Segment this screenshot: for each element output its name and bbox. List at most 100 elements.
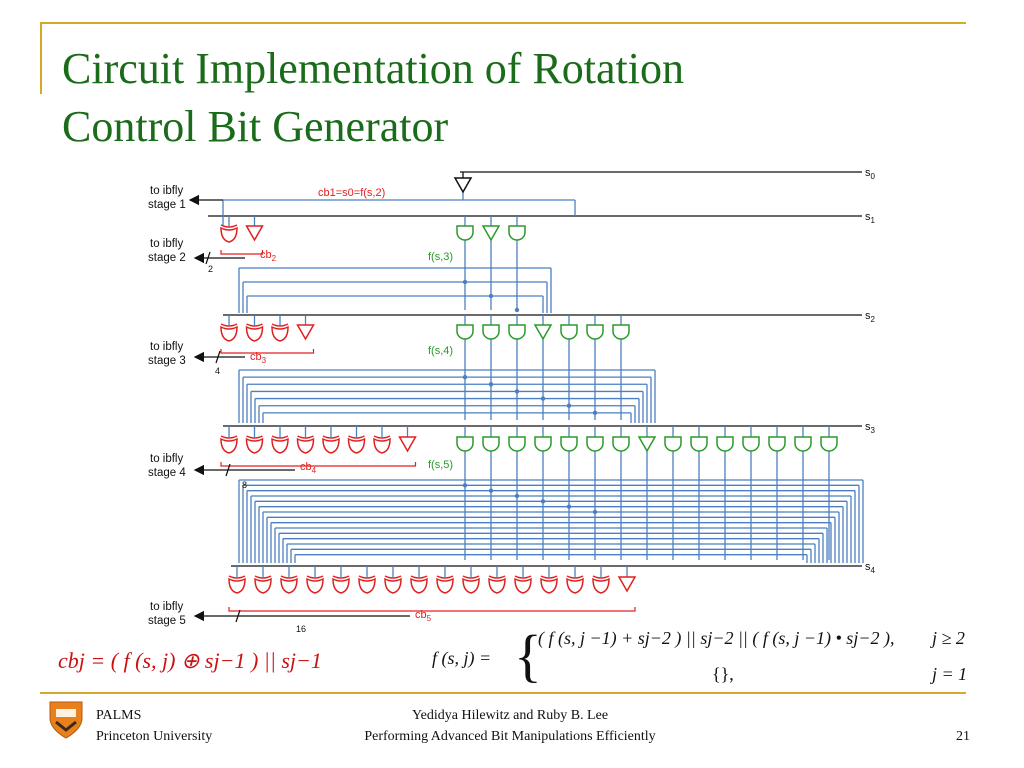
- f-gate-5-12: [768, 436, 786, 452]
- label-layer: s0 s1 s2 s3 s4 to ibfly stage 1 to ibfly stage 2…: [148, 167, 876, 634]
- f-formula-cond1: j ≥ 2: [932, 628, 965, 648]
- cb-label-2: cb2: [260, 249, 277, 263]
- stage-label-3-line1: to ibfly: [150, 341, 183, 353]
- cb-gate-5-1: [254, 577, 272, 594]
- cb-gate-5-9-arc: [462, 575, 480, 579]
- f-gate-5-6: [612, 436, 630, 452]
- cb-gate-2-0: [220, 226, 238, 243]
- cb-label-5: cb5: [415, 609, 432, 623]
- junction-dot: [566, 403, 572, 408]
- accent-bar-vertical: [40, 22, 42, 94]
- cb-gate-5-7-arc: [410, 575, 428, 579]
- cb-gate-5-5: [358, 577, 376, 594]
- cb-gate-3-0-arc: [220, 323, 238, 327]
- f-gate-4-0: [456, 324, 474, 340]
- cb-gate-5-14-arc: [592, 575, 610, 579]
- f-label-5: f(s,5): [428, 459, 453, 471]
- cb-bus-bracket-4: [220, 462, 417, 467]
- cb-gate-3-2: [271, 325, 289, 342]
- f-gate-4-6: [612, 324, 630, 340]
- title-line-1: Circuit Implementation of Rotation: [62, 44, 684, 93]
- signal-label-s4: s4: [865, 561, 876, 575]
- junction-dot: [514, 307, 520, 313]
- f-gate-5-10: [716, 436, 734, 452]
- signal-label-s0: s0: [865, 167, 876, 181]
- f-formula-case2: {},: [712, 664, 734, 684]
- title-line-2: Control Bit Generator: [62, 102, 449, 151]
- footer-org-line1: PALMS: [96, 708, 142, 723]
- f-formula-cond2: j = 1: [932, 664, 968, 684]
- bus-slash-2: [205, 251, 211, 265]
- cb-gate-3-2-arc: [271, 323, 289, 327]
- cb-gate-5-10: [488, 577, 506, 594]
- cb-gate-5-7: [410, 577, 428, 594]
- cb-gate-5-13: [566, 577, 584, 594]
- cb-gate-5-12-arc: [540, 575, 558, 579]
- junction-dot: [462, 374, 468, 380]
- f-gate-5-14: [820, 436, 838, 452]
- junction-dot: [488, 293, 494, 299]
- cb-gate-2-1: [245, 225, 264, 242]
- f-gate-5-13: [794, 436, 812, 452]
- cb-gate-4-2-arc: [271, 435, 289, 439]
- f-gate-3-0: [456, 225, 474, 241]
- cb-gate-5-4-arc: [332, 575, 350, 579]
- buffer-s0-gate: [453, 177, 473, 194]
- cb-gate-5-15: [617, 576, 637, 593]
- cb-formula-text: cbj = ( f (s, j) ⊕ sj−1 ) || sj−1: [58, 648, 322, 673]
- bus-slash-5: [235, 609, 241, 623]
- page-title: Circuit Implementation of Rotation Contr…: [62, 40, 962, 156]
- bus-slash-4: [225, 463, 231, 477]
- junction-dot: [592, 410, 598, 416]
- f-label-3: f(s,3): [428, 251, 453, 263]
- junction-dot: [592, 509, 598, 515]
- gate-layer: [220, 177, 838, 594]
- cb-bus-bracket-2: [220, 250, 264, 255]
- bus-width-5: 16: [296, 624, 306, 634]
- cb-gate-4-0: [220, 437, 238, 454]
- f-gate-4-4: [560, 324, 578, 340]
- page-number: 21: [956, 729, 970, 744]
- f-gate-5-0: [456, 436, 474, 452]
- stage-label-4-line2: stage 4: [148, 467, 186, 479]
- cb-gate-4-7: [398, 436, 417, 453]
- signal-label-s3: s3: [865, 421, 876, 435]
- f-gate-5-9: [690, 436, 708, 452]
- f-gate-4-5: [586, 324, 604, 340]
- junction-dot: [540, 396, 546, 401]
- signal-label-s2: s2: [865, 310, 876, 324]
- footer-talk-title: Performing Advanced Bit Manipulations Ef…: [364, 729, 656, 744]
- cb-gate-4-5: [347, 437, 366, 454]
- cb-gate-4-1: [245, 437, 264, 454]
- cb-bus-bracket-3: [220, 349, 315, 354]
- cb-gate-4-0-arc: [220, 435, 238, 439]
- cb-gate-3-1-arc: [246, 323, 263, 327]
- f-formula-brace: {: [514, 623, 542, 688]
- cb-gate-5-8: [436, 577, 454, 594]
- cb-gate-3-1: [245, 325, 264, 342]
- cb-formula: cbj = ( f (s, j) ⊕ sj−1 ) || sj−1: [58, 648, 322, 674]
- cb-gate-5-6: [384, 577, 402, 594]
- footer-org-line2: Princeton University: [96, 729, 213, 744]
- circuit-diagram: s0 s1 s2 s3 s4 to ibfly stage 1 to ibfly stage 2…: [148, 167, 876, 634]
- princeton-shield-logo: [48, 700, 84, 745]
- junction-dot: [514, 493, 520, 499]
- wire-layer: [188, 171, 864, 623]
- cb-gate-4-3-arc: [297, 435, 314, 439]
- stage-label-2-line1: to ibfly: [150, 238, 183, 250]
- f-formula-case1: ( f (s, j −1) + sj−2 ) || sj−2 || ( f (s…: [538, 628, 895, 648]
- cb-gate-5-1-arc: [254, 575, 272, 579]
- junction-dot: [566, 504, 572, 509]
- junction-dot: [488, 488, 494, 493]
- cb-gate-5-10-arc: [488, 575, 506, 579]
- footer-authors: Yedidya Hilewitz and Ruby B. Lee: [411, 708, 609, 723]
- cb-gate-4-4: [322, 437, 340, 454]
- cb-gate-5-2-arc: [280, 575, 298, 579]
- cb-label-3: cb3: [250, 351, 267, 365]
- stage-label-1-line2: stage 1: [148, 199, 186, 211]
- cb-gate-5-8-arc: [436, 575, 454, 579]
- cb-gate-2-0-arc: [220, 224, 238, 228]
- cb-gate-5-14: [592, 577, 610, 594]
- cb-gate-5-5-arc: [358, 575, 376, 579]
- cb-gate-5-11-arc: [514, 575, 532, 579]
